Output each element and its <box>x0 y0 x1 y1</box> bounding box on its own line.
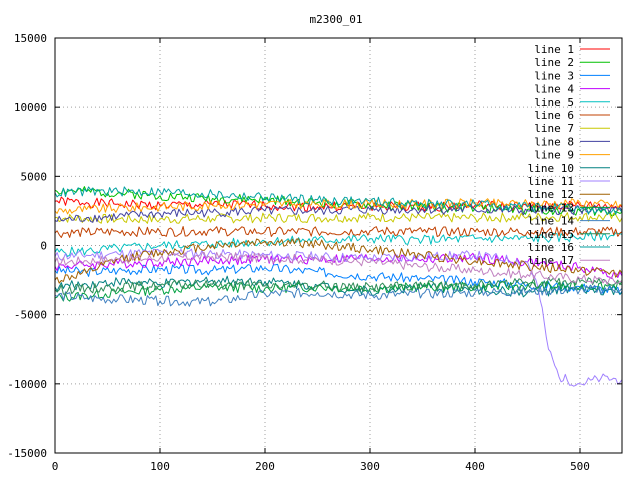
series-line-9 <box>54 198 623 215</box>
series-line-11 <box>54 248 623 387</box>
y-tick-label: -15000 <box>7 447 47 460</box>
axis-ticks: 0 100 200 300 400 500 -15000 -10000 -5000 0 5000 10… <box>7 32 622 473</box>
grid <box>55 38 622 453</box>
series-line-8 <box>54 204 623 223</box>
legend-label: line 11 <box>528 175 574 188</box>
legend-label: line 12 <box>528 188 574 201</box>
x-tick-label: 200 <box>255 460 275 473</box>
legend-label: line 2 <box>534 56 574 69</box>
x-tick-label: 0 <box>52 460 59 473</box>
series-layer <box>54 186 623 387</box>
legend-label: line 7 <box>534 122 574 135</box>
legend-label: line 9 <box>534 149 574 162</box>
x-tick-label: 400 <box>465 460 485 473</box>
y-tick-label: 0 <box>40 240 47 253</box>
legend-label: line 16 <box>528 241 574 254</box>
legend-label: line 14 <box>528 215 575 228</box>
y-tick-label: 10000 <box>14 101 47 114</box>
legend-label: line 6 <box>534 109 574 122</box>
series-line-16 <box>54 186 623 216</box>
series-line-7 <box>54 212 623 224</box>
series-line-5 <box>54 231 623 257</box>
series-line-15 <box>54 276 623 295</box>
legend-label: line 1 <box>534 43 574 56</box>
legend-label: line 8 <box>534 135 574 148</box>
legend-label: line 17 <box>528 254 574 267</box>
x-tick-label: 500 <box>570 460 590 473</box>
legend-label: line 5 <box>534 96 574 109</box>
x-tick-label: 300 <box>360 460 380 473</box>
series-line-13 <box>54 281 623 302</box>
series-line-6 <box>54 226 623 238</box>
y-tick-label: 5000 <box>21 170 48 183</box>
legend-label: line 4 <box>534 83 574 96</box>
y-tick-label: 15000 <box>14 32 47 45</box>
series-line-3 <box>54 263 623 296</box>
series-line-17 <box>54 251 623 285</box>
legend-label: line 13 <box>528 201 574 214</box>
series-line-14 <box>54 284 623 307</box>
x-tick-label: 100 <box>150 460 170 473</box>
legend-label: line 3 <box>534 69 574 82</box>
y-tick-label: -10000 <box>7 378 47 391</box>
y-tick-label: -5000 <box>14 309 47 322</box>
legend-label: line 15 <box>528 228 574 241</box>
chart-title: m2300_01 <box>310 13 363 26</box>
legend-label: line 10 <box>528 162 574 175</box>
